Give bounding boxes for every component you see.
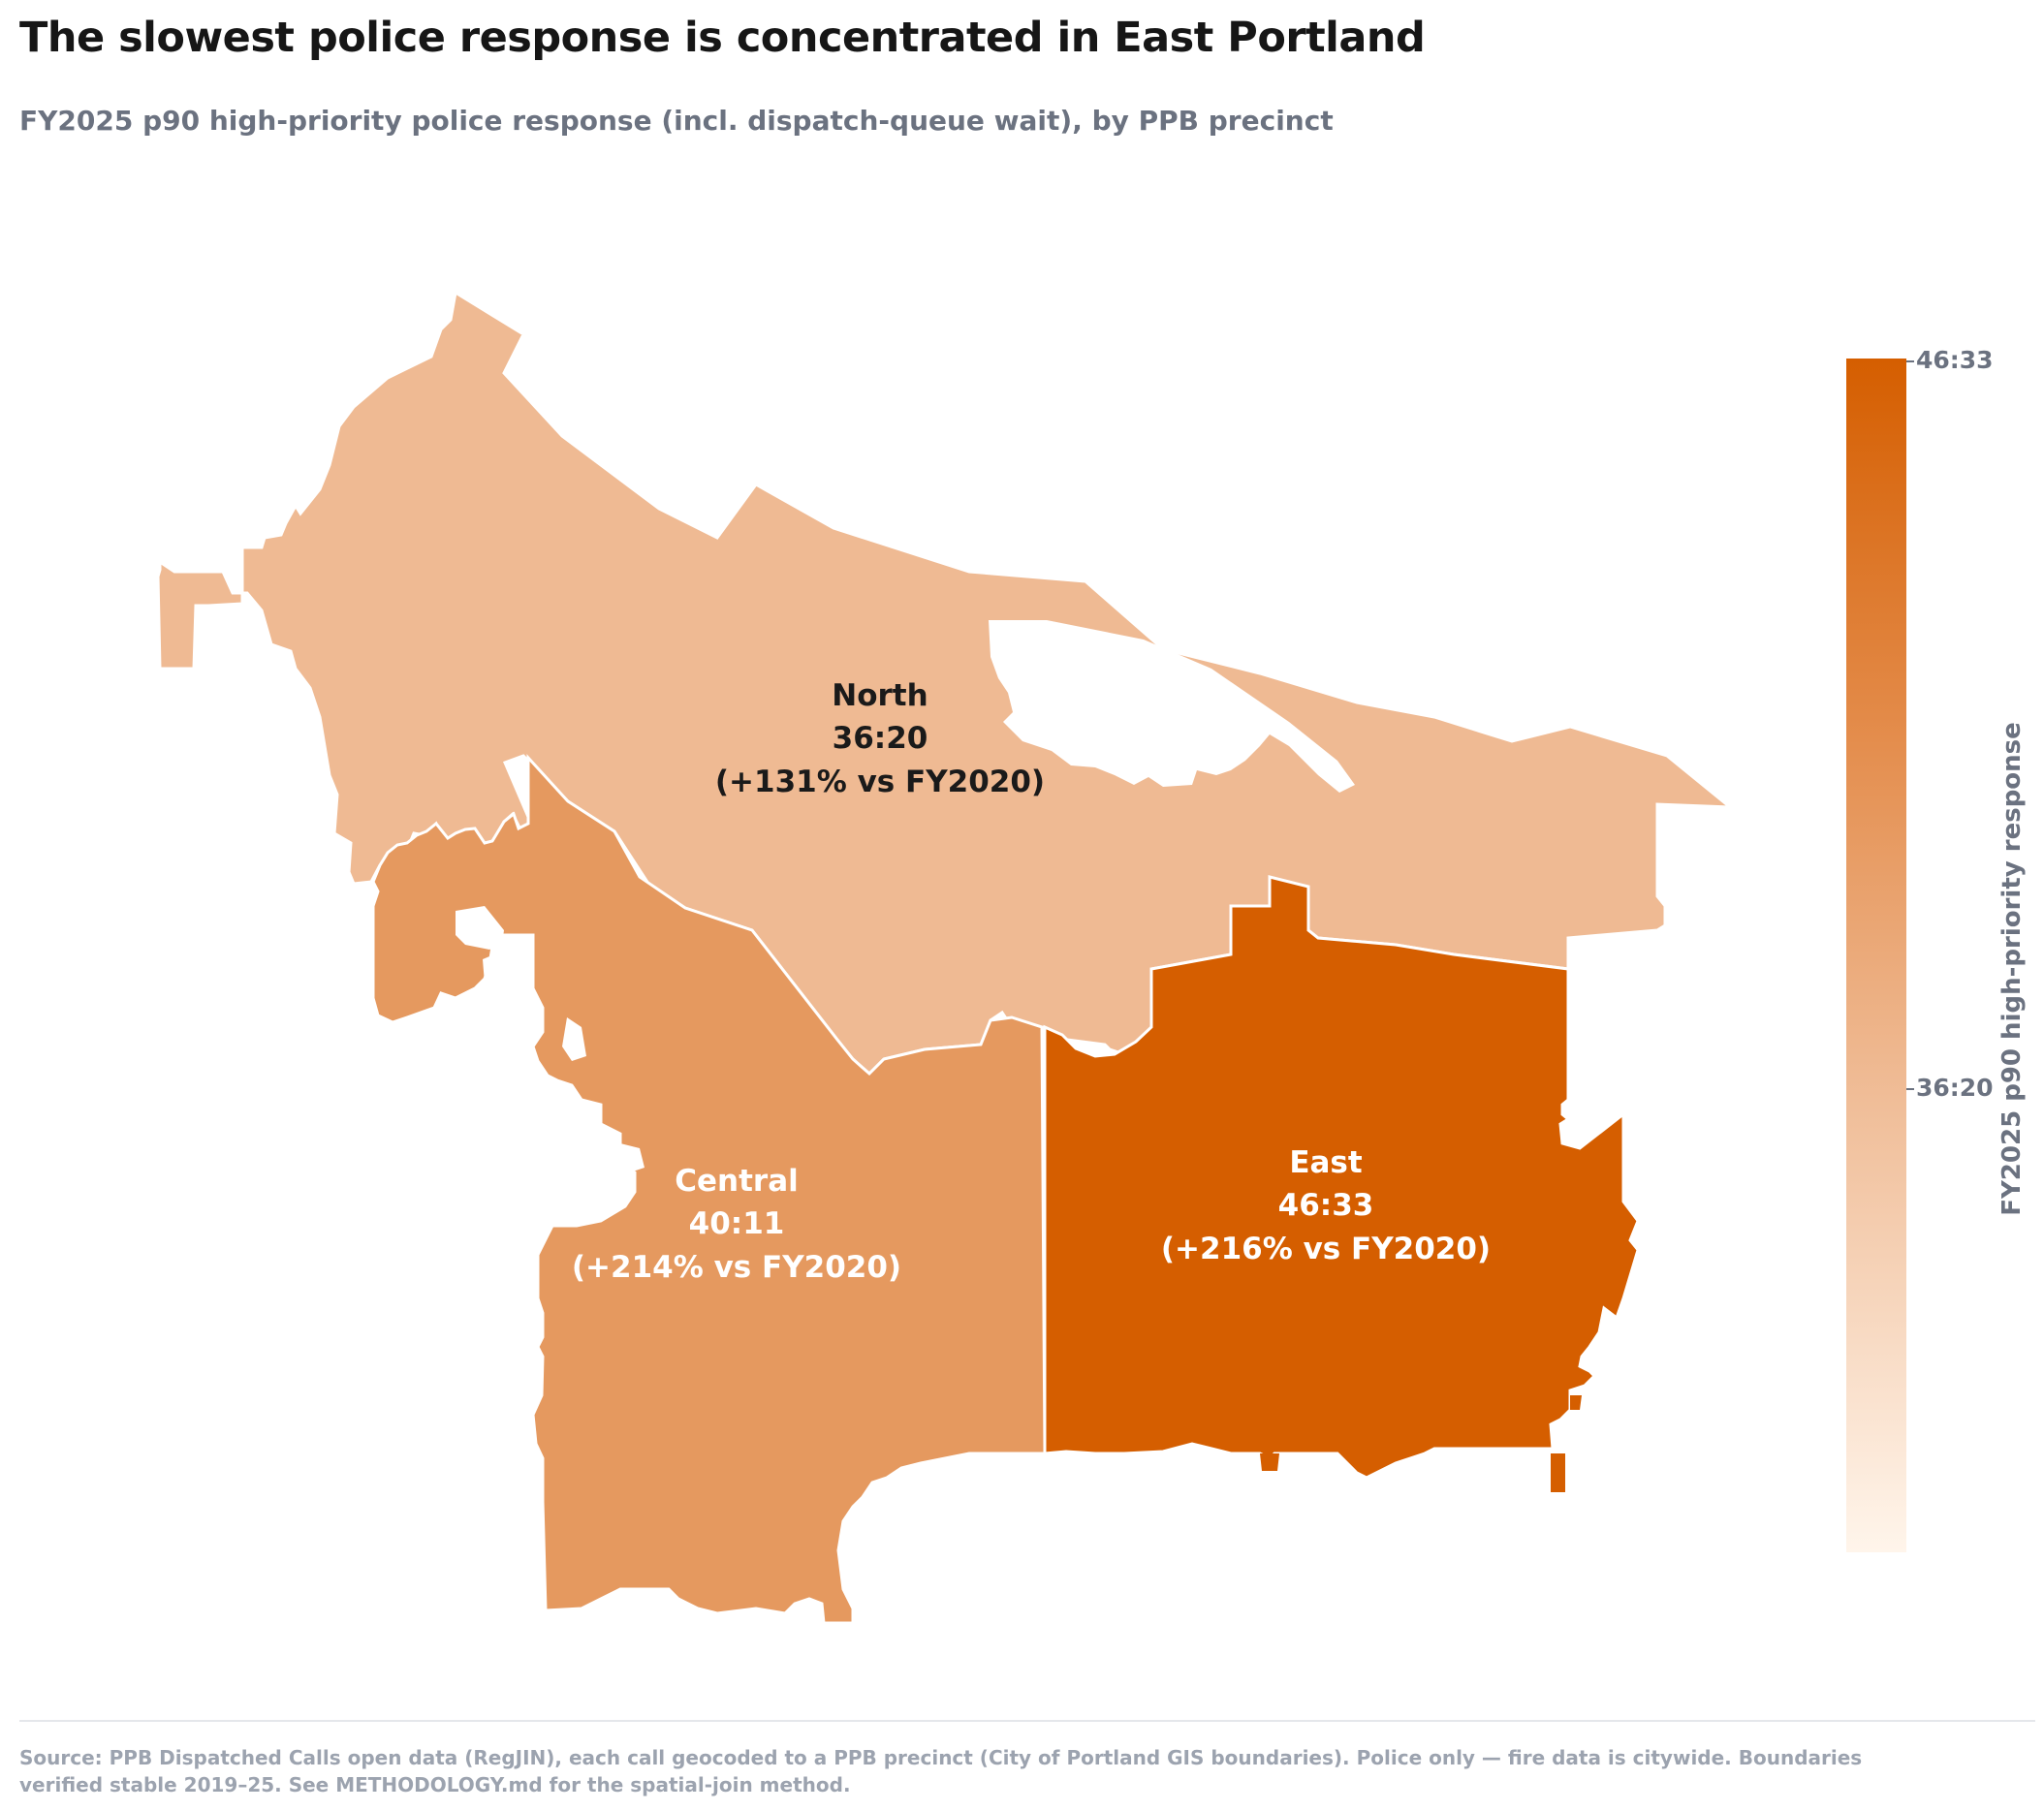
footer-divider [19, 1720, 2035, 1722]
legend-tick-mid: 36:20 [1916, 1074, 1994, 1102]
precinct-central[interactable] [371, 754, 1047, 1625]
page-subtitle: FY2025 p90 high-priority police response… [19, 105, 1334, 137]
label-north: North 36:20 (+131% vs FY2020) [715, 678, 1045, 799]
label-central-value: 40:11 [689, 1206, 785, 1241]
north-lakes-hole [989, 620, 1355, 793]
source-note: Source: PPB Dispatched Calls open data (… [19, 1746, 1863, 1796]
label-north-value: 36:20 [833, 721, 928, 756]
label-central: Central 40:11 (+214% vs FY2020) [572, 1164, 901, 1285]
central-west-gaps [456, 906, 645, 1172]
label-north-name: North [832, 678, 928, 713]
label-east-change: (+216% vs FY2020) [1161, 1232, 1491, 1266]
legend-color-bar [1846, 359, 1906, 1552]
legend-tick-max: 46:33 [1916, 346, 1994, 374]
label-central-change: (+214% vs FY2020) [572, 1250, 901, 1285]
label-east-value: 46:33 [1278, 1188, 1374, 1223]
page-title: The slowest police response is concentra… [19, 14, 1426, 62]
legend-title: FY2025 p90 high-priority response [1997, 722, 2027, 1216]
label-north-change: (+131% vs FY2020) [715, 765, 1045, 799]
label-central-name: Central [675, 1164, 799, 1199]
label-east: East 46:33 (+216% vs FY2020) [1161, 1145, 1491, 1266]
label-east-name: East [1289, 1145, 1363, 1180]
